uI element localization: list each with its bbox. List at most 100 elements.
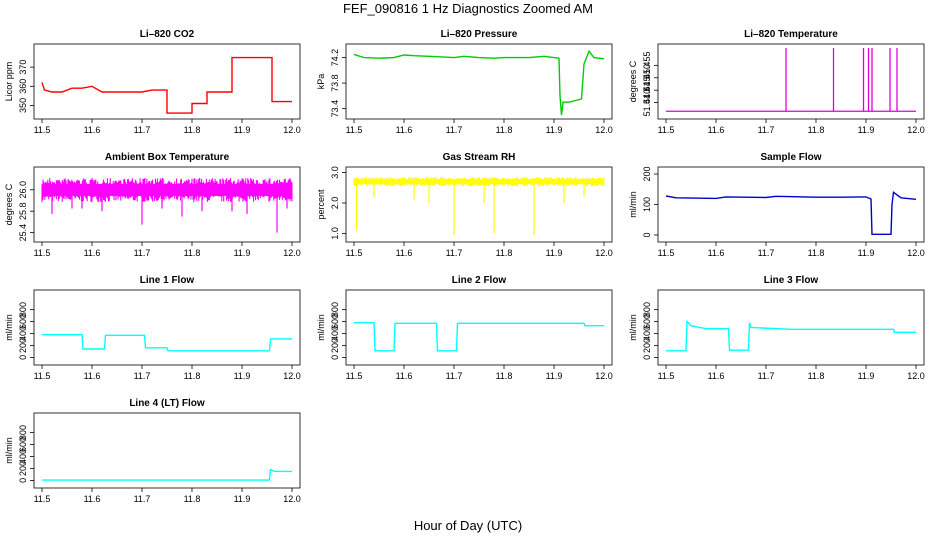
y-tick-label: 200 xyxy=(18,338,28,353)
y-tick-label: 51.445 xyxy=(642,76,652,104)
x-tick-label: 11.8 xyxy=(184,494,201,504)
y-axis-label: kPa xyxy=(316,74,326,90)
plot-frame xyxy=(657,289,925,366)
chart-panel: Li–820 CO2 Licor ppm 11.5 11.6 11.7 11.8 11.9 1… xyxy=(4,29,301,135)
chart-panel: Li–820 Pressure kPa 11.5 11.6 11.7 11.8 11.9 12… xyxy=(316,29,613,135)
y-tick-label: 0 xyxy=(642,355,652,360)
y-tick-label: 1.0 xyxy=(330,227,340,240)
plot-frame xyxy=(345,43,613,120)
y-tick-label: 600 xyxy=(18,437,28,452)
x-tick-label: 11.5 xyxy=(658,371,675,381)
x-tick-label: 11.7 xyxy=(134,125,151,135)
plot-frame xyxy=(33,166,301,243)
x-tick-label: 11.8 xyxy=(496,371,513,381)
y-tick-label: 0 xyxy=(18,478,28,483)
x-tick-label: 11.9 xyxy=(234,371,251,381)
x-tick-label: 11.7 xyxy=(446,371,463,381)
series-line xyxy=(353,49,605,116)
x-tick-label: 11.6 xyxy=(84,125,101,135)
x-tick-label: 12.0 xyxy=(283,371,301,381)
x-tick-label: 11.7 xyxy=(446,248,463,258)
x-tick-label: 11.8 xyxy=(808,125,825,135)
y-axis-label: percent xyxy=(316,189,326,220)
x-tick-label: 11.6 xyxy=(84,248,101,258)
y-tick-label: 200 xyxy=(642,167,652,182)
series-line xyxy=(41,56,292,114)
x-tick-label: 11.6 xyxy=(708,248,725,258)
y-tick-label: 350 xyxy=(18,98,28,113)
chart-panel: Ambient Box Temperature degrees C 11.5 11.6… xyxy=(4,152,301,258)
plot-frame xyxy=(657,43,925,120)
x-tick-label: 11.7 xyxy=(134,371,151,381)
x-tick-label: 11.8 xyxy=(184,248,201,258)
y-tick-label: 73.4 xyxy=(330,100,340,118)
chart-panel: Line 1 Flow ml/min 11.5 11.6 11.7 11.8 11.9 12.… xyxy=(4,275,301,381)
panel-title: Ambient Box Temperature xyxy=(105,152,230,163)
x-tick-label: 11.5 xyxy=(34,371,51,381)
panel-title: Line 1 Flow xyxy=(140,275,195,286)
x-tick-label: 11.5 xyxy=(658,248,675,258)
panel-title: Gas Stream RH xyxy=(443,152,516,163)
x-tick-label: 12.0 xyxy=(595,371,613,381)
y-tick-label: 0 xyxy=(330,355,340,360)
x-tick-label: 12.0 xyxy=(595,125,613,135)
x-tick-label: 11.5 xyxy=(346,371,363,381)
x-tick-label: 11.9 xyxy=(234,248,251,258)
x-tick-label: 11.5 xyxy=(34,248,51,258)
panel-title: Line 4 (LT) Flow xyxy=(129,398,205,409)
x-tick-label: 12.0 xyxy=(907,248,925,258)
x-tick-label: 11.6 xyxy=(396,371,413,381)
plot-frame xyxy=(345,166,613,243)
plot-frame xyxy=(657,166,925,243)
chart-panel: Line 3 Flow ml/min 11.5 11.6 11.7 11.8 11.9 12.… xyxy=(628,275,925,381)
x-tick-label: 11.6 xyxy=(84,371,101,381)
plot-frame xyxy=(33,43,301,120)
x-tick-label: 11.7 xyxy=(758,371,775,381)
y-tick-label: 26.0 xyxy=(18,181,28,199)
y-axis-label: ml/min xyxy=(628,314,638,341)
y-axis-label: degrees C xyxy=(4,183,14,225)
x-tick-label: 11.6 xyxy=(708,371,725,381)
y-tick-label: 800 xyxy=(18,302,28,317)
series-line xyxy=(42,334,292,352)
figure-title: FEF_090816 1 Hz Diagnostics Zoomed AM xyxy=(342,1,593,16)
y-axis-label: ml/min xyxy=(316,314,326,341)
y-axis-label: ml/min xyxy=(4,437,14,464)
plot-frame xyxy=(33,412,301,489)
x-tick-label: 11.8 xyxy=(184,371,201,381)
panel-title: Sample Flow xyxy=(760,152,821,163)
x-tick-label: 11.5 xyxy=(34,494,51,504)
x-tick-label: 11.6 xyxy=(396,248,413,258)
series-core xyxy=(42,183,292,196)
y-tick-label: 600 xyxy=(18,314,28,329)
x-tick-label: 11.7 xyxy=(134,248,151,258)
y-tick-label: 400 xyxy=(642,326,652,341)
x-tick-label: 11.9 xyxy=(546,248,563,258)
x-tick-label: 11.6 xyxy=(84,494,101,504)
y-axis-label: ml/min xyxy=(628,191,638,218)
x-tick-label: 11.6 xyxy=(396,125,413,135)
x-tick-label: 12.0 xyxy=(283,494,301,504)
x-tick-label: 11.7 xyxy=(758,125,775,135)
y-tick-label: 100 xyxy=(642,197,652,212)
y-tick-label: 200 xyxy=(18,461,28,476)
y-tick-label: 400 xyxy=(330,326,340,341)
x-tick-label: 12.0 xyxy=(907,125,925,135)
y-tick-label: 0 xyxy=(18,355,28,360)
panel-title: Li–820 Temperature xyxy=(744,29,838,40)
chart-panel: Sample Flow ml/min 11.5 11.6 11.7 11.8 11.9 12.… xyxy=(628,152,925,258)
plot-frame xyxy=(345,289,613,366)
y-tick-label: 51.440 xyxy=(642,89,652,117)
x-axis-title: Hour of Day (UTC) xyxy=(413,518,523,533)
x-tick-label: 12.0 xyxy=(595,248,613,258)
x-tick-label: 11.8 xyxy=(184,125,201,135)
y-tick-label: 2.0 xyxy=(330,197,340,210)
x-tick-label: 11.9 xyxy=(858,371,875,381)
series-line xyxy=(354,322,604,352)
x-tick-label: 11.5 xyxy=(658,125,675,135)
panel-title: Line 3 Flow xyxy=(764,275,819,286)
y-tick-label: 800 xyxy=(330,302,340,317)
y-tick-label: 800 xyxy=(642,302,652,317)
y-tick-label: 73.8 xyxy=(330,74,340,92)
chart-panel: Line 4 (LT) Flow ml/min 11.5 11.6 11.7 11.8 11… xyxy=(4,398,301,504)
